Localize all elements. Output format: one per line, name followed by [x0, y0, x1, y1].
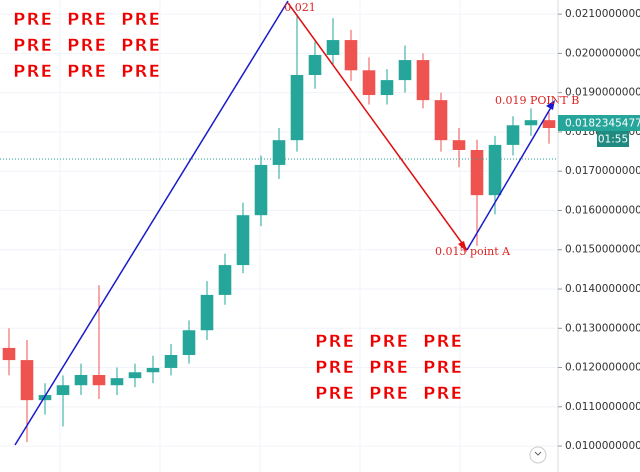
last-price-box	[558, 115, 640, 131]
watermark: PRE	[369, 358, 409, 378]
y-tick-label: 0.0170000000	[565, 165, 640, 177]
watermark: PRE	[121, 10, 161, 30]
y-tick-label: 0.0200000000	[565, 47, 640, 59]
candle-body	[290, 75, 304, 141]
watermark: PRE	[13, 10, 53, 30]
watermark: PRE	[67, 10, 107, 30]
candle-body	[470, 150, 484, 196]
candle-body	[416, 60, 430, 101]
watermark: PRE	[121, 36, 161, 56]
y-tick-label: 0.0160000000	[565, 204, 640, 216]
watermark: PRE	[121, 62, 161, 82]
watermark: PRE	[13, 36, 53, 56]
candle-body	[182, 330, 196, 355]
annotation: 0.021	[284, 1, 316, 14]
candle-body	[506, 125, 520, 145]
watermark: PRE	[423, 384, 463, 404]
candle-body	[344, 40, 358, 71]
scroll-icon	[534, 451, 542, 456]
candle-body	[488, 144, 502, 196]
time-label: 01:55	[598, 134, 628, 146]
y-tick-label: 0.0100000000	[565, 440, 640, 452]
candle-body	[146, 367, 160, 373]
watermark: PRE	[315, 358, 355, 378]
candle-body	[20, 360, 34, 401]
watermark: PRE	[315, 332, 355, 352]
candle-body	[380, 80, 394, 96]
trend-line	[466, 103, 554, 251]
candle-body	[110, 378, 124, 386]
y-tick-label: 0.0190000000	[565, 87, 640, 99]
candle-body	[218, 265, 232, 295]
y-tick-label: 0.0150000000	[565, 244, 640, 256]
candle-body	[200, 294, 214, 331]
candle-body	[92, 375, 106, 386]
candle-body	[56, 385, 70, 396]
last-price-label: 0.0182345477	[565, 118, 640, 130]
candle-body	[398, 60, 412, 81]
y-tick-label: 0.0140000000	[565, 283, 640, 295]
watermark: PRE	[67, 62, 107, 82]
watermark: PRE	[67, 36, 107, 56]
candle-body	[2, 347, 16, 361]
candle-body	[272, 140, 286, 165]
candle-body	[542, 120, 556, 129]
price-axis: 0.0100000000 0.0110000000 0.0120000000 0.01…	[558, 8, 640, 452]
trend-line	[287, 2, 468, 251]
time-box	[597, 131, 629, 147]
watermark: PRE	[13, 62, 53, 82]
y-tick-label: 0.0210000000	[565, 8, 640, 20]
candle-body	[74, 375, 88, 386]
candle-body	[254, 164, 268, 216]
y-tick-label: 0.0110000000	[565, 401, 640, 413]
watermark: PRE	[423, 358, 463, 378]
arrow-head	[546, 100, 555, 110]
watermark: PRE	[423, 332, 463, 352]
watermark: PRE	[369, 384, 409, 404]
candle-body	[452, 140, 466, 151]
candle-body	[236, 215, 250, 266]
y-tick-label: 0.0130000000	[565, 322, 640, 334]
candles	[2, 14, 556, 443]
watermark: PRE	[369, 332, 409, 352]
candle-body	[308, 54, 322, 76]
candle-body	[434, 100, 448, 141]
watermarks: PRE PRE PRE PRE PRE PRE PRE PRE PRE PRE PRE PRE PRE P…	[13, 10, 463, 405]
candle-body	[524, 120, 538, 126]
watermark: PRE	[315, 384, 355, 404]
candle-body	[164, 354, 178, 368]
arrow-head	[458, 241, 467, 252]
candle-body	[326, 40, 340, 55]
annotation: 0.015 point A	[435, 245, 511, 258]
trend-line	[14, 0, 289, 446]
candle-body	[128, 372, 142, 379]
y-tick-label: 0.0120000000	[565, 362, 640, 374]
candle-body	[362, 70, 376, 96]
